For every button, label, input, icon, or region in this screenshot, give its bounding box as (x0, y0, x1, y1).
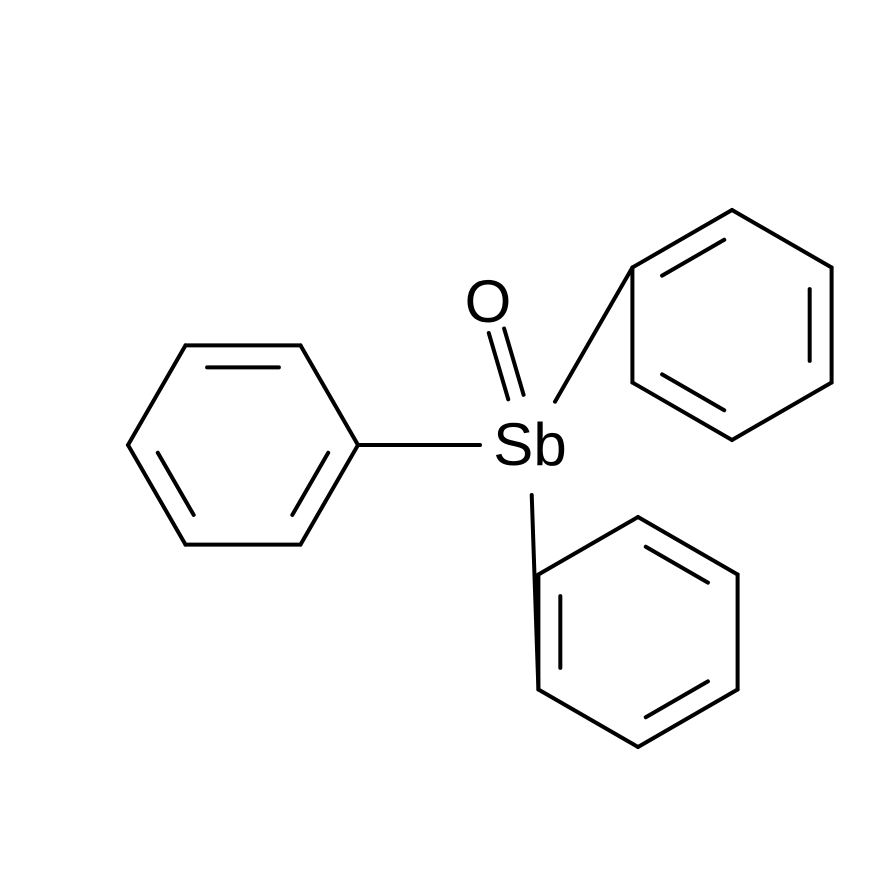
molecule-svg (0, 0, 890, 890)
atom-label-sb: Sb (493, 415, 566, 475)
atom-label-o: O (465, 272, 512, 332)
molecule-diagram: Sb O (0, 0, 890, 890)
